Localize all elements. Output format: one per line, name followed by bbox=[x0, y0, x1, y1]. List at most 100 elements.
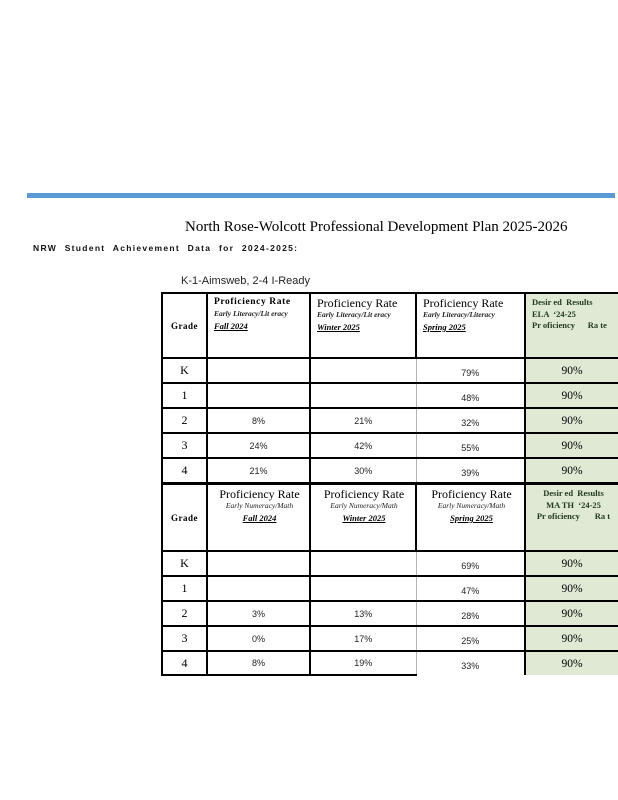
table-row: 2 8% 21% 32% 90% bbox=[161, 407, 618, 434]
fall-value bbox=[206, 550, 311, 577]
desired-value: 90% bbox=[524, 407, 618, 434]
table-row: 4 21% 30% 39% 90% bbox=[161, 457, 618, 484]
grade-cell: K bbox=[161, 357, 208, 384]
desired-line: Pr oficiency Ra t bbox=[536, 511, 611, 521]
ela-proficiency-table: Grade Proficiency Rate Early Literacy/Li… bbox=[161, 292, 618, 484]
winter-value: 21% bbox=[309, 407, 417, 434]
table-caption: K-1-Aimsweb, 2-4 I-Ready bbox=[181, 275, 310, 287]
column-period: Winter 2025 bbox=[342, 513, 386, 523]
desired-value: 90% bbox=[524, 550, 618, 577]
grade-cell: 3 bbox=[161, 625, 208, 652]
desired-line: Desir ed Results bbox=[543, 488, 604, 498]
spring-value: 32% bbox=[415, 407, 526, 434]
column-period: Spring 2025 bbox=[450, 513, 493, 523]
winter-value bbox=[309, 382, 417, 409]
column-title: Proficiency Rate bbox=[214, 297, 291, 307]
winter-value bbox=[309, 575, 417, 602]
column-subtitle: Early Numeracy/Math bbox=[225, 501, 294, 510]
desired-line: Pr oficiency Ra te bbox=[532, 320, 607, 330]
spring-value: 79% bbox=[415, 357, 526, 384]
desired-value: 90% bbox=[524, 650, 618, 675]
fall-value: 0% bbox=[206, 625, 311, 652]
accent-rule bbox=[27, 193, 615, 198]
math-winter-header: Proficiency Rate Early Numeracy/Math Win… bbox=[309, 483, 417, 552]
grade-cell: 2 bbox=[161, 600, 208, 627]
math-desired-results-header: Desir ed Results MA TH ‘24-25 Pr oficien… bbox=[524, 483, 618, 552]
desired-value: 90% bbox=[524, 625, 618, 652]
fall-value bbox=[206, 575, 311, 602]
ela-spring-header: Proficiency Rate Early Literacy/Literacy… bbox=[415, 292, 526, 359]
spring-value: 39% bbox=[415, 457, 526, 484]
winter-value: 30% bbox=[309, 457, 417, 484]
grade-cell: 1 bbox=[161, 382, 208, 409]
section-heading: NRW Student Achievement Data for 2024-20… bbox=[33, 243, 299, 253]
ela-winter-header: Proficiency Rate Early Literacy/Lit erac… bbox=[309, 292, 417, 359]
grade-cell: 3 bbox=[161, 432, 208, 459]
desired-line: MA TH ‘24-25 bbox=[546, 499, 601, 510]
grade-cell: 2 bbox=[161, 407, 208, 434]
column-subtitle: Early Literacy/Literacy bbox=[423, 310, 495, 319]
table-row: 1 47% 90% bbox=[161, 575, 618, 602]
table-row: 3 24% 42% 55% 90% bbox=[161, 432, 618, 459]
winter-value: 42% bbox=[309, 432, 417, 459]
ela-desired-results-header: Desir ed Results ELA ‘24-25 Pr oficiency… bbox=[524, 292, 618, 359]
table-row: 3 0% 17% 25% 90% bbox=[161, 625, 618, 652]
column-period: Fall 2024 bbox=[242, 513, 277, 523]
grade-column-header: Grade bbox=[161, 483, 208, 552]
fall-value bbox=[206, 382, 311, 409]
fall-value: 8% bbox=[206, 650, 311, 676]
spring-value: 69% bbox=[415, 550, 526, 577]
fall-value bbox=[206, 357, 311, 384]
column-subtitle: Early Numeracy/Math bbox=[437, 501, 506, 510]
winter-value bbox=[309, 550, 417, 577]
table-row: 1 48% 90% bbox=[161, 382, 618, 409]
column-title: Proficiency Rate bbox=[323, 487, 405, 501]
spring-value: 25% bbox=[415, 625, 526, 652]
fall-value: 3% bbox=[206, 600, 311, 627]
desired-value: 90% bbox=[524, 382, 618, 409]
desired-value: 90% bbox=[524, 457, 618, 484]
grade-cell: K bbox=[161, 550, 208, 577]
column-title: Proficiency Rate bbox=[219, 487, 300, 501]
spring-value: 33% bbox=[415, 650, 526, 675]
spring-value: 28% bbox=[415, 600, 526, 627]
math-fall-header: Proficiency Rate Early Numeracy/Math Fal… bbox=[206, 483, 311, 552]
grade-cell: 1 bbox=[161, 575, 208, 602]
column-period: Fall 2024 bbox=[214, 321, 248, 331]
winter-value: 19% bbox=[309, 650, 417, 676]
column-title: Proficiency Rate bbox=[423, 296, 504, 310]
spring-value: 47% bbox=[415, 575, 526, 602]
desired-line: Desir ed Results bbox=[532, 297, 593, 307]
table-row: K 79% 90% bbox=[161, 357, 618, 384]
table-row: 2 3% 13% 28% 90% bbox=[161, 600, 618, 627]
desired-value: 90% bbox=[524, 432, 618, 459]
winter-value bbox=[309, 357, 417, 384]
ela-fall-header: Proficiency Rate Early Literacy/Lit erac… bbox=[206, 292, 311, 359]
desired-value: 90% bbox=[524, 600, 618, 627]
table-row: K 69% 90% bbox=[161, 550, 618, 577]
achievement-tables: Grade Proficiency Rate Early Literacy/Li… bbox=[161, 292, 618, 676]
grade-cell: 4 bbox=[161, 650, 208, 676]
page-title: North Rose-Wolcott Professional Developm… bbox=[185, 219, 568, 235]
column-subtitle: Early Numeracy/Math bbox=[330, 501, 398, 510]
column-period: Winter 2025 bbox=[317, 322, 360, 332]
desired-value: 90% bbox=[524, 357, 618, 384]
grade-column-header: Grade bbox=[161, 292, 208, 359]
fall-value: 21% bbox=[206, 457, 311, 484]
desired-line: ELA ‘24-25 bbox=[532, 308, 576, 319]
math-proficiency-table: Grade Proficiency Rate Early Numeracy/Ma… bbox=[161, 483, 618, 676]
math-spring-header: Proficiency Rate Early Numeracy/Math Spr… bbox=[415, 483, 526, 552]
spring-value: 48% bbox=[415, 382, 526, 409]
winter-value: 17% bbox=[309, 625, 417, 652]
table-row: 4 8% 19% 33% 90% bbox=[161, 650, 618, 676]
fall-value: 8% bbox=[206, 407, 311, 434]
spring-value: 55% bbox=[415, 432, 526, 459]
grade-cell: 4 bbox=[161, 457, 208, 484]
column-subtitle: Early Literacy/Lit eracy bbox=[317, 310, 391, 319]
column-title: Proficiency Rate bbox=[431, 487, 512, 501]
desired-value: 90% bbox=[524, 575, 618, 602]
column-subtitle: Early Literacy/Lit eracy bbox=[214, 309, 288, 318]
fall-value: 24% bbox=[206, 432, 311, 459]
column-title: Proficiency Rate bbox=[317, 296, 398, 310]
column-period: Spring 2025 bbox=[423, 322, 466, 332]
